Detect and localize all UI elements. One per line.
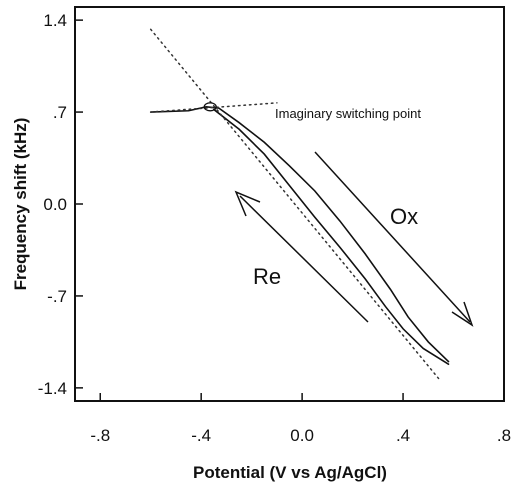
x-tick-label: -.4 xyxy=(191,426,211,445)
dotted-line xyxy=(149,28,442,383)
y-tick-label: -.7 xyxy=(47,287,67,306)
x-tick-label: .4 xyxy=(396,426,410,445)
y-tick-label: -1.4 xyxy=(38,379,67,398)
plot-frame xyxy=(74,6,505,402)
arrows xyxy=(234,151,474,327)
curve xyxy=(149,106,450,363)
dotted-line xyxy=(149,102,278,113)
y-axis-title: Frequency shift (kHz) xyxy=(11,118,30,291)
x-tick-label: 0.0 xyxy=(290,426,314,445)
annotation: Imaginary switching point xyxy=(275,106,421,121)
y-tick-label: .7 xyxy=(53,103,67,122)
y-tick-label: 1.4 xyxy=(43,11,67,30)
curve xyxy=(212,108,450,366)
x-axis-title: Potential (V vs Ag/AgCl) xyxy=(193,463,387,482)
annotation: Ox xyxy=(390,204,418,229)
switching-point xyxy=(203,102,217,112)
y-tick-label: 0.0 xyxy=(43,195,67,214)
x-tick-label: .8 xyxy=(497,426,511,445)
annotation: Re xyxy=(253,264,281,289)
x-tick-label: -.8 xyxy=(90,426,110,445)
